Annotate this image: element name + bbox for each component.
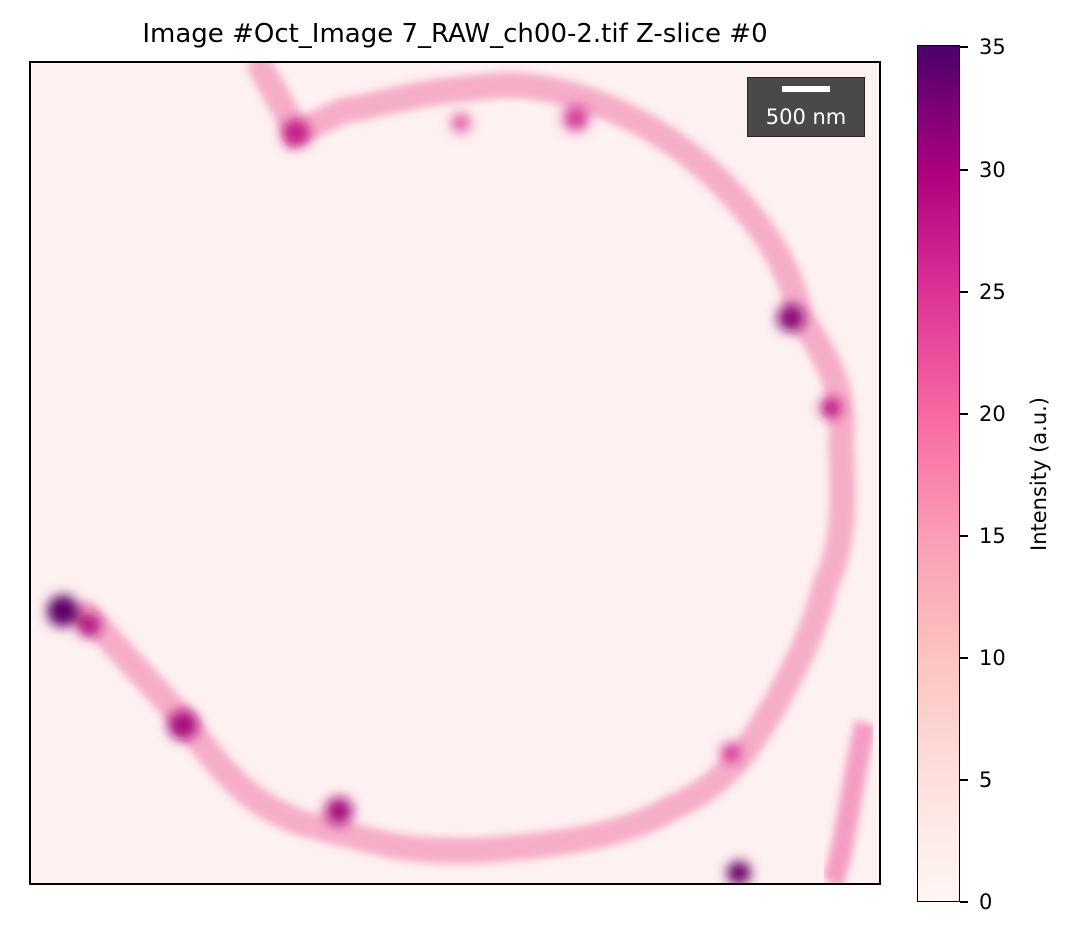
scale-bar-line [782, 86, 830, 92]
colorbar-tick [960, 413, 968, 415]
hotspots [47, 105, 842, 883]
colorbar-tick [960, 901, 968, 903]
colorbar-tick-label: 30 [979, 158, 1006, 182]
microscopy-image: 500 nm [29, 61, 881, 885]
colorbar-tick [960, 535, 968, 537]
colorbar-tick [960, 291, 968, 293]
scale-bar: 500 nm [747, 77, 865, 137]
plot-title: Image #Oct_Image 7_RAW_ch00-2.tif Z-slic… [142, 19, 768, 49]
colorbar-label: Intensity (a.u.) [1027, 397, 1051, 551]
colorbar-tick [960, 169, 968, 171]
colorbar-tick-label: 5 [979, 768, 993, 792]
colorbar [917, 45, 960, 902]
colorbar-tick-label: 10 [979, 646, 1006, 670]
colorbar-tick-label: 35 [979, 35, 1006, 59]
colorbar-tick-label: 25 [979, 280, 1006, 304]
colorbar-tick-label: 0 [979, 890, 993, 914]
scale-bar-label: 500 nm [765, 105, 847, 129]
colorbar-tick-label: 20 [979, 402, 1006, 426]
colorbar-tick [960, 46, 968, 48]
colorbar-tick-label: 15 [979, 524, 1006, 548]
secondary-structure [821, 720, 877, 883]
membrane-ring [73, 63, 856, 864]
colorbar-tick [960, 779, 968, 781]
colorbar-tick [960, 657, 968, 659]
microscopy-image-canvas [31, 63, 879, 883]
